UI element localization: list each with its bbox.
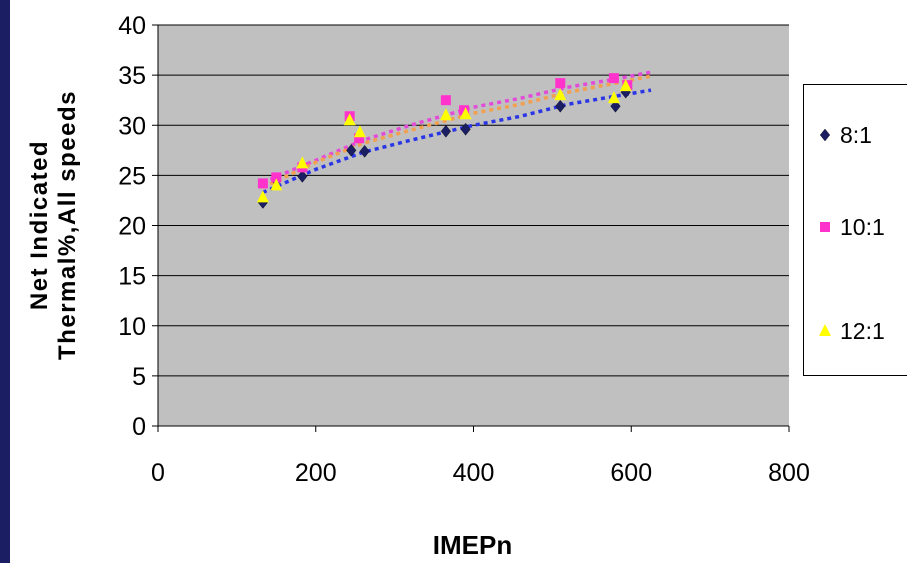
y-axis-title-line: Thermal%,All speeds: [54, 90, 81, 360]
data-point-12-1: [459, 107, 472, 120]
x-tick-label: 200: [295, 459, 337, 487]
legend-item: 8:1: [818, 119, 872, 151]
data-point-8-1: [610, 99, 621, 113]
y-axis-title-line: Net Indicated: [26, 140, 53, 310]
data-point-8-1: [346, 143, 357, 157]
data-point-10-1: [440, 95, 451, 106]
data-point-12-1: [270, 178, 283, 191]
y-tick-label: 0: [132, 413, 146, 441]
legend-marker: [820, 222, 830, 232]
y-tick-label: 15: [118, 263, 146, 291]
legend-marker: [819, 128, 831, 142]
legend-item: 12:1: [818, 315, 885, 347]
data-point-10-1: [354, 133, 365, 144]
x-tick-label: 0: [151, 459, 165, 487]
data-point-12-1: [296, 156, 309, 169]
y-tick-label: 5: [132, 363, 146, 391]
left-frame-bar: [0, 0, 10, 563]
y-tick-label: 30: [118, 112, 146, 140]
data-point-12-1: [619, 79, 632, 92]
data-point-8-1: [555, 99, 566, 113]
data-point-12-1: [607, 91, 620, 104]
legend: 8:1 10:1 12:1: [803, 84, 907, 376]
data-point-12-1: [343, 113, 356, 126]
y-tick-label: 25: [118, 162, 146, 190]
legend-marker-shape: [820, 222, 830, 232]
data-point-8-1: [297, 170, 308, 183]
data-point-10-1: [555, 78, 566, 89]
y-tick-label: 40: [118, 12, 146, 40]
x-tick-label: 800: [768, 459, 810, 487]
data-point-10-1: [257, 178, 268, 189]
y-axis-title: Net IndicatedThermal%,All speeds: [26, 90, 81, 360]
y-tick-label: 20: [118, 213, 146, 241]
x-axis-title: IMEPn: [433, 530, 512, 560]
trendline-10-1: [262, 70, 652, 185]
data-point-12-1: [439, 108, 452, 121]
data-point-8-1: [440, 124, 451, 138]
data-point-12-1: [256, 190, 269, 203]
data-point-12-1: [353, 125, 366, 138]
legend-label: 12:1: [840, 317, 885, 344]
data-point-8-1: [460, 122, 471, 136]
legend-label: 10:1: [840, 213, 885, 240]
legend-marker-shape: [819, 128, 831, 142]
x-tick-label: 600: [610, 459, 652, 487]
trendline-8-1: [262, 88, 652, 195]
data-point-10-1: [459, 105, 470, 116]
legend-item: 10:1: [818, 211, 885, 243]
data-point-8-1: [359, 144, 370, 158]
data-point-10-1: [608, 73, 619, 84]
legend-marker-shape: [819, 324, 831, 336]
data-point-12-1: [554, 88, 567, 101]
y-tick-label: 10: [118, 313, 146, 341]
trendline-12-1: [262, 74, 652, 189]
x-tick-label: 400: [453, 459, 495, 487]
legend-label: 8:1: [840, 121, 872, 148]
legend-marker: [819, 324, 831, 336]
y-tick-label: 35: [118, 62, 146, 90]
data-point-10-1: [271, 172, 282, 183]
